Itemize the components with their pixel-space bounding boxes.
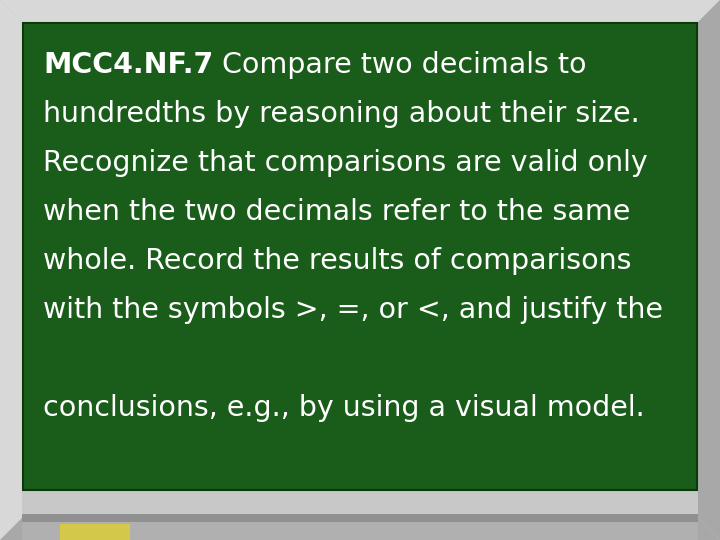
Polygon shape	[698, 0, 720, 540]
Polygon shape	[0, 0, 720, 22]
Text: conclusions, e.g., by using a visual model.: conclusions, e.g., by using a visual mod…	[43, 394, 644, 422]
Text: whole. Record the results of comparisons: whole. Record the results of comparisons	[43, 247, 631, 275]
Text: Recognize that comparisons are valid only: Recognize that comparisons are valid onl…	[43, 149, 648, 177]
Bar	[22, 514, 698, 540]
Text: MCC4.NF.7: MCC4.NF.7	[43, 51, 213, 79]
Text: with the symbols >, =, or <, and justify the: with the symbols >, =, or <, and justify…	[43, 296, 663, 325]
Text: hundredths by reasoning about their size.: hundredths by reasoning about their size…	[43, 100, 640, 128]
Polygon shape	[0, 518, 720, 540]
Bar	[60, 539, 130, 540]
Bar	[22, 522, 698, 540]
Text: when the two decimals refer to the same: when the two decimals refer to the same	[43, 198, 631, 226]
Bar	[60, 524, 130, 540]
Polygon shape	[0, 0, 22, 540]
Text: Compare two decimals to: Compare two decimals to	[213, 51, 587, 79]
Bar	[23, 23, 697, 490]
Bar	[23, 23, 697, 490]
